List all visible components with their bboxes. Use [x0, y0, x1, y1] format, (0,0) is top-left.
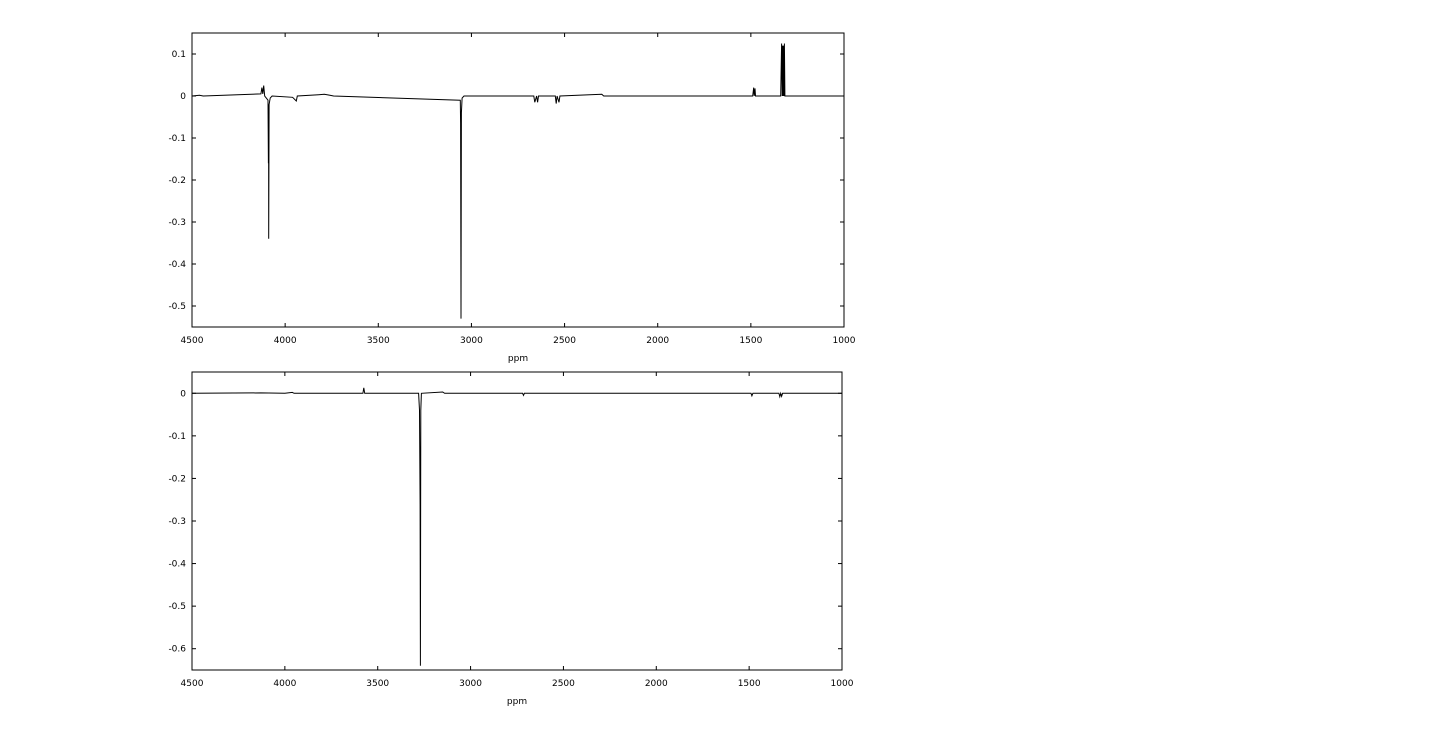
x-tick-label: 3000	[459, 679, 482, 689]
x-axis-label: ppm	[508, 354, 528, 364]
spectrum-trace	[191, 43, 844, 319]
y-tick-label: -0.2	[168, 474, 186, 484]
spectrum-trace	[191, 387, 842, 666]
y-tick-label: -0.2	[168, 176, 186, 186]
y-tick-label: 0	[180, 92, 186, 102]
x-tick-label: 2000	[645, 679, 668, 689]
y-tick-label: -0.5	[168, 602, 186, 612]
y-tick-label: -0.3	[168, 218, 186, 228]
x-tick-label: 4500	[181, 336, 204, 346]
x-tick-label: 1500	[739, 336, 762, 346]
plot-frame	[191, 371, 843, 671]
x-tick-label: 2500	[553, 336, 576, 346]
x-tick-label: 1000	[833, 336, 856, 346]
y-tick-label: -0.5	[168, 302, 186, 312]
x-tick-label: 4000	[273, 679, 296, 689]
x-tick-label: 1000	[831, 679, 854, 689]
x-tick-label: 3000	[460, 336, 483, 346]
y-tick-label: -0.1	[168, 134, 186, 144]
plot-frame	[191, 32, 845, 328]
x-tick-label: 4000	[274, 336, 297, 346]
y-tick-label: -0.3	[168, 517, 186, 527]
y-tick-label: 0.1	[172, 50, 186, 60]
y-tick-label: -0.4	[168, 560, 186, 570]
x-tick-label: 1500	[738, 679, 761, 689]
x-tick-label: 3500	[367, 336, 390, 346]
x-tick-label: 3500	[366, 679, 389, 689]
x-tick-label: 2000	[646, 336, 669, 346]
x-tick-label: 2500	[552, 679, 575, 689]
y-tick-label: -0.4	[168, 260, 186, 270]
y-tick-label: -0.1	[168, 432, 186, 442]
x-axis-label: ppm	[507, 697, 527, 707]
x-tick-label: 4500	[181, 679, 204, 689]
y-tick-label: 0	[180, 389, 186, 399]
bottom-spectrum-panel: 4500 4000 3500 3000 2500 2000 1500 1000 0 -0.1 -0.…	[168, 371, 854, 707]
top-spectrum-panel: 4500 4000 3500 3000 2500 2000 1500 1000 0.1 0 -0.1…	[168, 32, 856, 364]
y-tick-label: -0.6	[168, 645, 186, 655]
